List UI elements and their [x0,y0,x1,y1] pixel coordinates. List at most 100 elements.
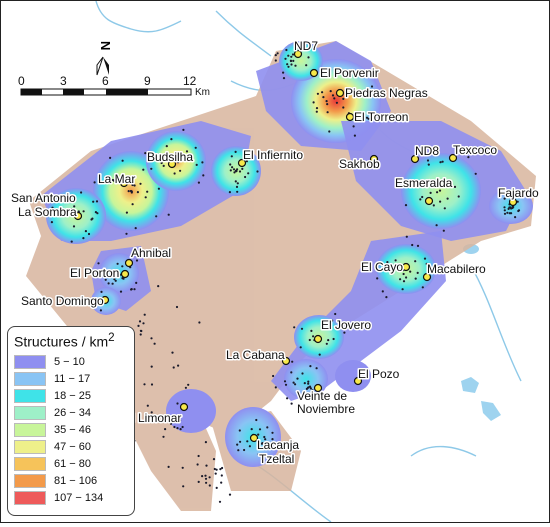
structure-point [139,333,142,336]
structure-point [177,364,180,367]
legend-class-row: 5 − 10 [14,354,128,371]
site-marker-lacanja-tzeltal [249,433,259,443]
site-label-veinte-line-1: Veinte de [297,389,347,403]
structure-point [331,319,334,322]
structure-point [70,240,73,243]
structure-points [50,42,521,503]
structure-point [160,161,163,165]
legend: Structures / km2 5 − 10 11 − 17 18 − 25 26 … [7,326,135,516]
structure-point [157,285,160,288]
structure-point [282,77,286,80]
site-labels: ND7 El Porvenir Piedras Negras El Torreo… [10,38,541,468]
structure-point [125,232,128,235]
structure-point [284,383,288,386]
site-label-el-porton: El Porton [70,266,119,280]
structure-point [235,185,239,188]
structure-point [144,152,147,155]
structure-point [234,150,237,153]
structure-point [414,277,417,280]
lake [481,401,501,421]
structure-point [100,290,103,293]
site-markers [46,49,518,443]
site-label-lacanja-line-2: Tzeltal [259,452,294,466]
structure-point [326,103,329,106]
structure-point [146,404,149,407]
legend-swatch [14,491,46,506]
structure-point [325,342,328,345]
structure-point [221,466,224,470]
scale-unit: Km [195,87,210,98]
structure-point [232,168,236,171]
site-label-nd8: ND8 [415,144,439,158]
legend-swatch [14,355,46,370]
structure-point [162,435,165,438]
structure-point [321,91,324,94]
structure-point [119,290,123,293]
structure-point [214,472,217,475]
structure-point [256,170,259,173]
structure-point [411,243,414,247]
structure-point [353,134,356,137]
structure-point [294,383,297,386]
scale-bar: 0 3 6 9 12 Km [18,74,210,98]
structure-point [172,157,175,160]
structure-point [290,63,293,66]
structure-point [184,386,187,389]
site-marker-piedras-negras [335,88,345,98]
structure-point [93,181,96,184]
structure-point [244,175,247,179]
structure-point [230,155,233,158]
structure-point [290,55,293,58]
site-marker-ahnibal [124,258,134,268]
structure-point [283,380,287,383]
structure-point [109,156,112,159]
site-marker-el-jovero [313,334,323,344]
structure-point [111,273,114,276]
structure-point [506,211,509,214]
structure-point [177,161,180,164]
structure-point [208,484,211,487]
river [95,0,182,33]
site-label-piedras-negras: Piedras Negras [345,86,428,100]
structure-point [510,212,513,215]
site-label-el-jovero: El Jovero [321,318,371,332]
structure-point [185,150,189,153]
structure-point [134,227,137,230]
structure-point [250,428,253,431]
structure-point [248,445,251,448]
structure-point [271,431,274,434]
river [470,265,522,382]
structure-point [91,217,94,220]
structure-point [399,278,402,281]
site-label-sakhob: Sakhob [339,157,380,171]
structure-point [204,474,207,477]
structure-point [310,329,313,332]
structure-point [297,47,300,50]
structure-point [261,442,264,445]
legend-class-label: 61 − 80 [54,458,92,471]
structure-point [173,425,176,429]
site-label-texcoco: Texcoco [453,143,497,157]
structure-point [292,381,295,384]
structure-point [272,374,275,378]
scale-tick-9: 9 [144,74,151,88]
structure-point [405,276,408,279]
structure-point [246,440,249,443]
structure-point [154,418,157,421]
legend-class-row: 26 − 34 [14,405,128,422]
structure-point [367,117,370,120]
structure-point [290,402,293,405]
structure-point [416,271,419,274]
structure-point [394,259,397,262]
legend-class-row: 11 − 17 [14,371,128,388]
structure-point [182,485,185,488]
site-marker-nd7 [293,49,303,59]
structure-point [286,397,289,400]
structure-point [289,59,293,63]
site-label-ahnibal: Ahnibal [131,246,171,260]
legend-swatch [14,474,46,489]
site-label-el-cayo: El Cayo [361,260,403,274]
legend-class-row: 35 − 46 [14,422,128,439]
structure-point [138,320,142,323]
structure-point [175,305,179,309]
